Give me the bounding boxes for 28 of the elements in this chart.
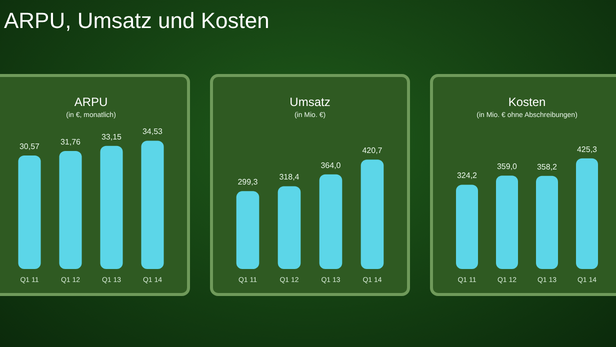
- data-label: 359,0: [496, 162, 518, 172]
- bar: [100, 146, 123, 269]
- bar: [456, 184, 478, 269]
- bar: [18, 155, 41, 269]
- data-label: 425,3: [576, 144, 598, 154]
- chart-title: Kosten: [508, 95, 546, 109]
- bar: [236, 191, 260, 269]
- chart-title: Umsatz: [290, 95, 330, 109]
- bar: [59, 151, 82, 269]
- data-label: 299,3: [238, 178, 258, 187]
- chart-title: ARPU: [74, 95, 108, 109]
- bar: [141, 140, 164, 269]
- data-label: 420,7: [362, 146, 383, 156]
- data-label: 33,15: [101, 132, 122, 142]
- bar: [496, 176, 518, 269]
- text: ARPU, Umsatz und Kosten: [4, 8, 270, 34]
- data-label: 358,2: [536, 162, 558, 172]
- bar: [536, 176, 558, 269]
- data-label: 364,0: [320, 160, 342, 170]
- data-label: 30,57: [19, 142, 40, 151]
- data-label: 34,53: [142, 127, 164, 136]
- bar: [576, 158, 598, 269]
- bar: [278, 186, 301, 269]
- data-label: 318,4: [279, 172, 300, 182]
- bar: [319, 174, 342, 269]
- data-label: 31,76: [60, 138, 82, 147]
- bar: [360, 160, 384, 269]
- data-label: 324,2: [456, 171, 478, 180]
